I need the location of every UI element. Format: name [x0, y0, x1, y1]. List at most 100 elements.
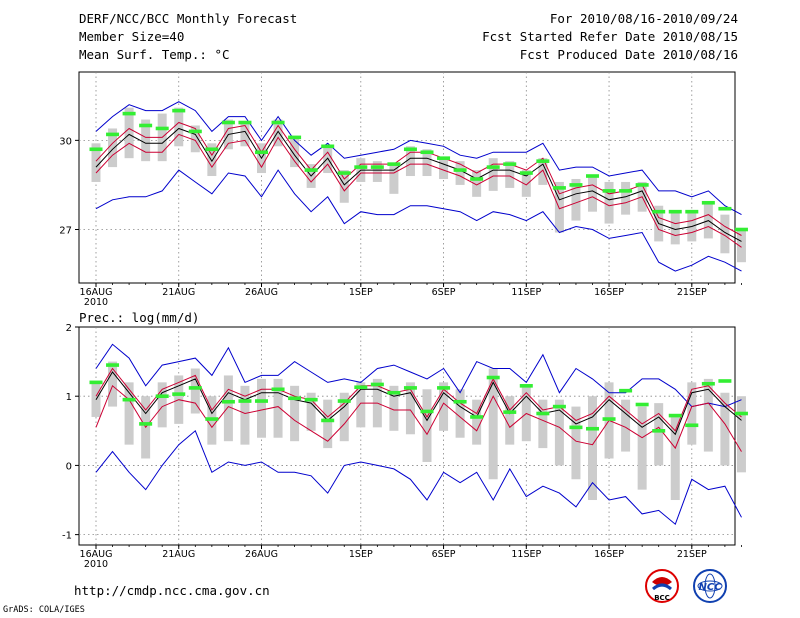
prec-observed-mark — [172, 392, 186, 396]
temp-observed-mark — [718, 206, 732, 211]
prec-spread-box — [439, 382, 449, 431]
prec-observed-mark — [271, 387, 285, 392]
temp-xtick-label: 1SEP — [349, 287, 373, 298]
temp-spread-box — [372, 161, 382, 182]
temp-spread-box — [389, 164, 399, 194]
temp-spread-box — [273, 119, 283, 147]
temp-spread-box — [323, 146, 333, 174]
temp-observed-mark — [503, 162, 517, 166]
temp-observed-mark — [552, 186, 566, 190]
prec-observed-mark — [255, 399, 268, 403]
temp-observed-mark — [304, 168, 318, 172]
prec-observed-mark — [288, 396, 302, 401]
temp-observed-mark — [602, 189, 616, 193]
temp-frame — [78, 71, 736, 284]
prec-observed-mark — [106, 363, 120, 367]
temp-observed-mark — [370, 165, 384, 169]
prec-observed-mark — [701, 381, 715, 386]
temp-spread-box — [405, 146, 415, 177]
temp-xtick-label: 21AUG — [162, 287, 195, 298]
temp-spread-box — [439, 158, 449, 179]
temp-line-min — [95, 169, 742, 272]
prec-observed-mark — [205, 417, 219, 421]
temp-observed-mark — [486, 165, 500, 169]
temp-spread-box — [571, 178, 581, 221]
prec-spread-box — [339, 392, 349, 442]
temp-spread-box — [521, 170, 531, 197]
temp-observed-mark — [420, 150, 434, 155]
temp-xyear-label: 2010 — [84, 297, 108, 308]
prec-observed-mark — [437, 386, 451, 390]
prec-observed-mark — [619, 388, 633, 393]
temp-spread-box — [207, 143, 217, 177]
prec-xtick-label: 11SEP — [511, 549, 541, 560]
temp-observed-mark — [387, 162, 401, 166]
prec-line-ctrl_upper — [95, 367, 742, 432]
temp-observed-mark — [635, 183, 649, 187]
temp-observed-mark — [288, 135, 302, 140]
bcc-logo: BCC — [645, 569, 679, 603]
temp-observed-mark — [536, 159, 550, 163]
prec-spread-box — [157, 382, 167, 428]
prec-observed-mark — [470, 415, 484, 419]
temp-spread-box — [339, 170, 349, 203]
prec-observed-mark — [668, 413, 682, 418]
temp-spread-box — [108, 128, 118, 168]
temp-ytick-label: 30 — [59, 136, 72, 147]
temp-observed-mark — [668, 209, 682, 214]
prec-spread-box — [720, 392, 730, 466]
prec-spread-box — [323, 399, 333, 449]
prec-spread-box — [505, 396, 515, 445]
prec-line-max — [95, 343, 742, 408]
temp-observed-mark — [337, 171, 351, 175]
prec-xtick-label: 21SEP — [677, 549, 707, 560]
prec-xtick-label: 16SEP — [594, 549, 624, 560]
temp-spread-box — [240, 122, 250, 147]
temp-observed-mark — [569, 183, 583, 187]
prec-observed-mark — [602, 417, 616, 421]
prec-observed-mark — [139, 422, 153, 426]
prec-xtick-label: 21AUG — [162, 549, 195, 560]
temp-observed-mark — [188, 129, 202, 134]
prec-spread-box — [124, 382, 134, 445]
temp-observed-mark — [586, 174, 599, 178]
temp-observed-mark — [519, 171, 533, 175]
prec-observed-mark — [370, 382, 384, 387]
temp-spread-box — [621, 181, 631, 215]
title-left-1: DERF/NCC/BCC Monthly Forecast — [79, 11, 298, 26]
bcc-logo-text: BCC — [654, 594, 670, 602]
temp-observed-mark — [437, 156, 451, 160]
prec-xtick-label: 1SEP — [349, 549, 373, 560]
temp-observed-mark — [701, 200, 715, 205]
temp-spread-box — [422, 149, 432, 177]
prec-spread-box — [538, 399, 548, 449]
title-left-3: Mean Surf. Temp.: °C — [79, 47, 230, 62]
temp-line-mean — [95, 127, 742, 242]
title-right-3: Fcst Produced Date 2010/08/16 — [519, 47, 738, 62]
prec-line-min — [95, 429, 742, 526]
temp-observed-mark — [453, 168, 467, 172]
prec-observed-mark — [569, 425, 583, 430]
temp-observed-mark — [122, 111, 136, 116]
temp-spread-box — [124, 107, 134, 159]
temp-spread-box — [190, 125, 200, 153]
prec-observed-mark — [536, 411, 550, 416]
temp-observed-mark — [221, 120, 235, 125]
prec-observed-mark — [586, 426, 599, 431]
prec-observed-mark — [486, 375, 500, 380]
temp-observed-mark — [734, 227, 748, 232]
prec-ytick-label: 0 — [66, 461, 72, 472]
prec-spread-box — [571, 406, 581, 480]
prec-observed-mark — [122, 397, 136, 402]
prec-line-mean — [95, 371, 742, 436]
temp-ytick-label: 27 — [59, 226, 72, 237]
temp-spread-box — [488, 158, 498, 191]
prec-observed-mark — [188, 386, 202, 390]
prec-observed-mark — [503, 410, 517, 414]
title-right-2: Fcst Started Refer Date 2010/08/15 — [482, 29, 738, 44]
title-right-1: For 2010/08/16-2010/09/24 — [549, 11, 738, 26]
prec-ytick-label: -1 — [62, 531, 72, 542]
ncc-logo-text: NCC — [698, 582, 722, 593]
temp-observed-mark — [271, 120, 285, 125]
temp-observed-mark — [238, 120, 252, 125]
